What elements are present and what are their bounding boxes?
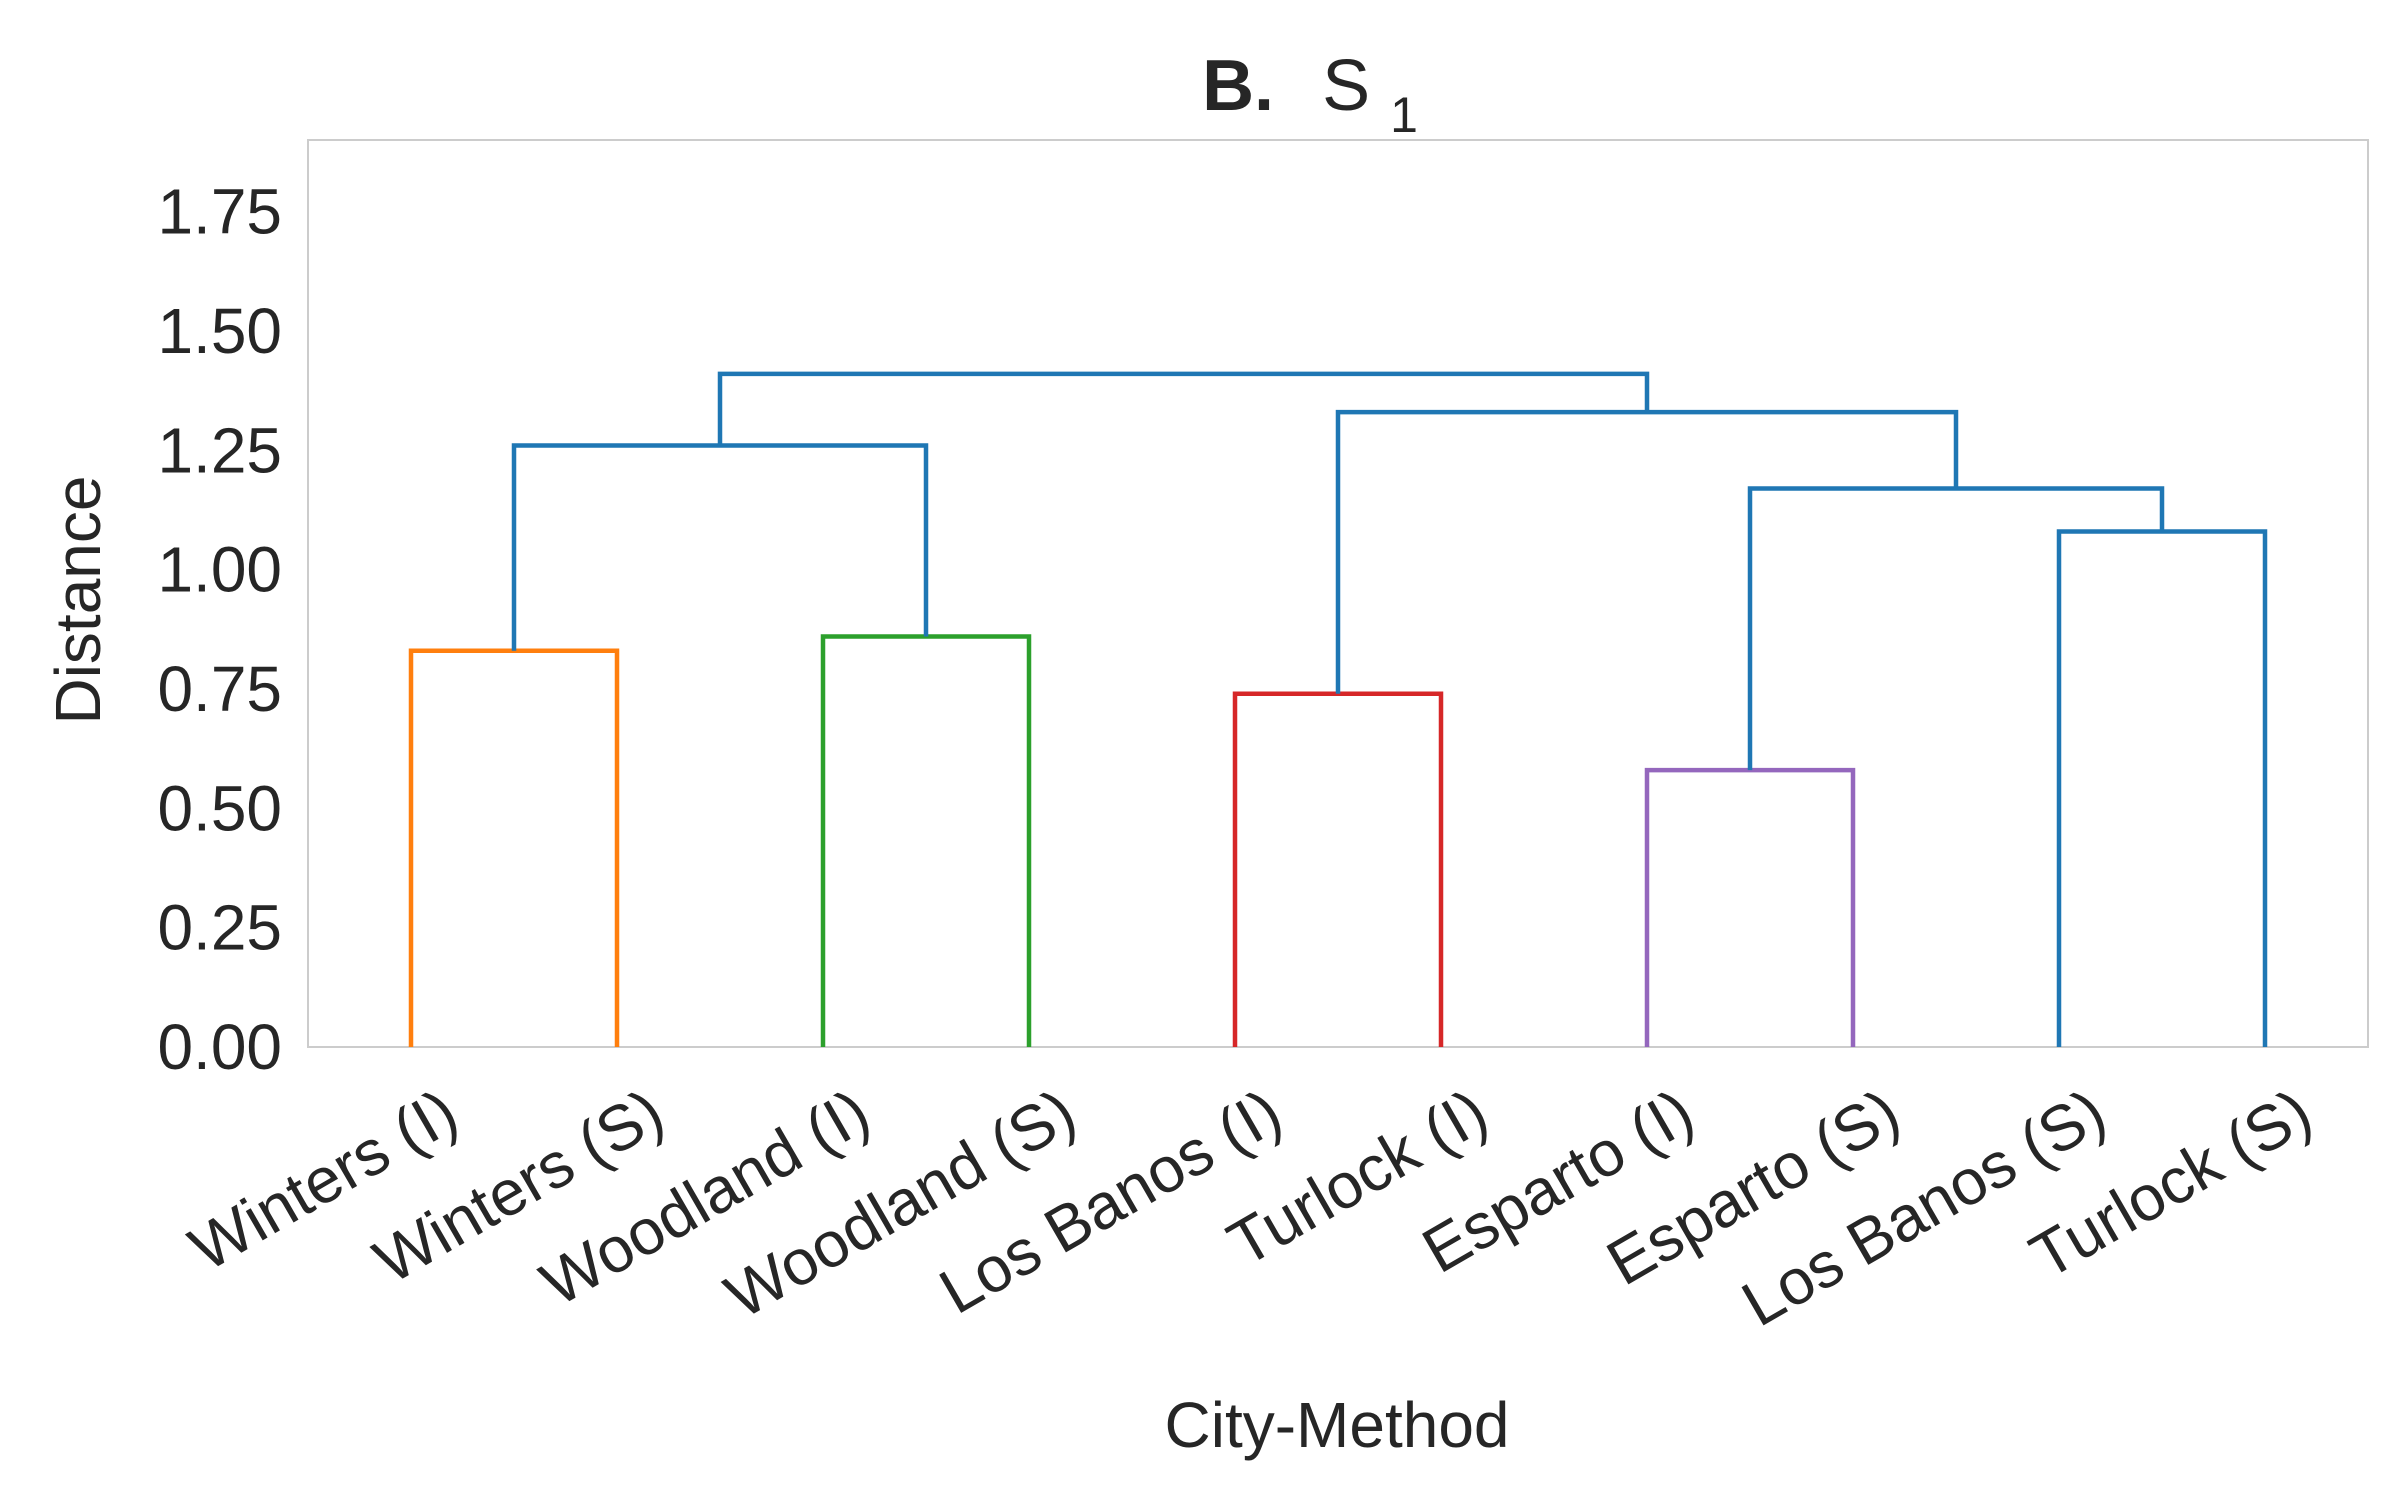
- title-prefix: B.: [1202, 46, 1274, 126]
- x-axis-leaf-labels: Winters (I)Winters (S)Woodland (I)Woodla…: [178, 1075, 2324, 1340]
- x-axis-label: City-Method: [1165, 1389, 1510, 1461]
- y-tick-label: 1.00: [157, 534, 282, 606]
- y-axis-label: Distance: [42, 476, 114, 725]
- title-main: S: [1322, 46, 1370, 126]
- link-woodland: [820, 634, 1032, 1047]
- leaf-label: Los Banos (I): [928, 1075, 1294, 1328]
- link-root: [717, 371, 1650, 446]
- link-esparto: [1644, 767, 1856, 1047]
- y-tick-label: 1.50: [157, 295, 282, 367]
- link-esparto-with-s-pair: [1747, 486, 2165, 771]
- link-losbanos-turlock-s: [2056, 529, 2268, 1047]
- leaf-label: Woodland (S): [713, 1075, 1087, 1332]
- link-right-group: [1335, 409, 1959, 694]
- title-subscript: 1: [1390, 87, 1418, 143]
- y-tick-label: 1.75: [157, 176, 282, 248]
- y-tick-label: 1.25: [157, 414, 282, 486]
- link-winters-woodland: [511, 443, 929, 651]
- y-axis-ticks: 0.00 0.25 0.50 0.75 1.00 1.25 1.50 1.75: [157, 176, 282, 1083]
- y-tick-label: 0.00: [157, 1011, 282, 1083]
- y-tick-label: 0.75: [157, 653, 282, 725]
- y-tick-label: 0.50: [157, 772, 282, 844]
- link-losbanos-turlock-i: [1232, 691, 1444, 1047]
- chart-title: B. S 1: [1202, 46, 1418, 143]
- link-winters: [408, 648, 620, 1047]
- plot-frame: [307, 139, 2369, 1048]
- dendrogram-links: [408, 371, 2268, 1047]
- y-tick-label: 0.25: [157, 892, 282, 964]
